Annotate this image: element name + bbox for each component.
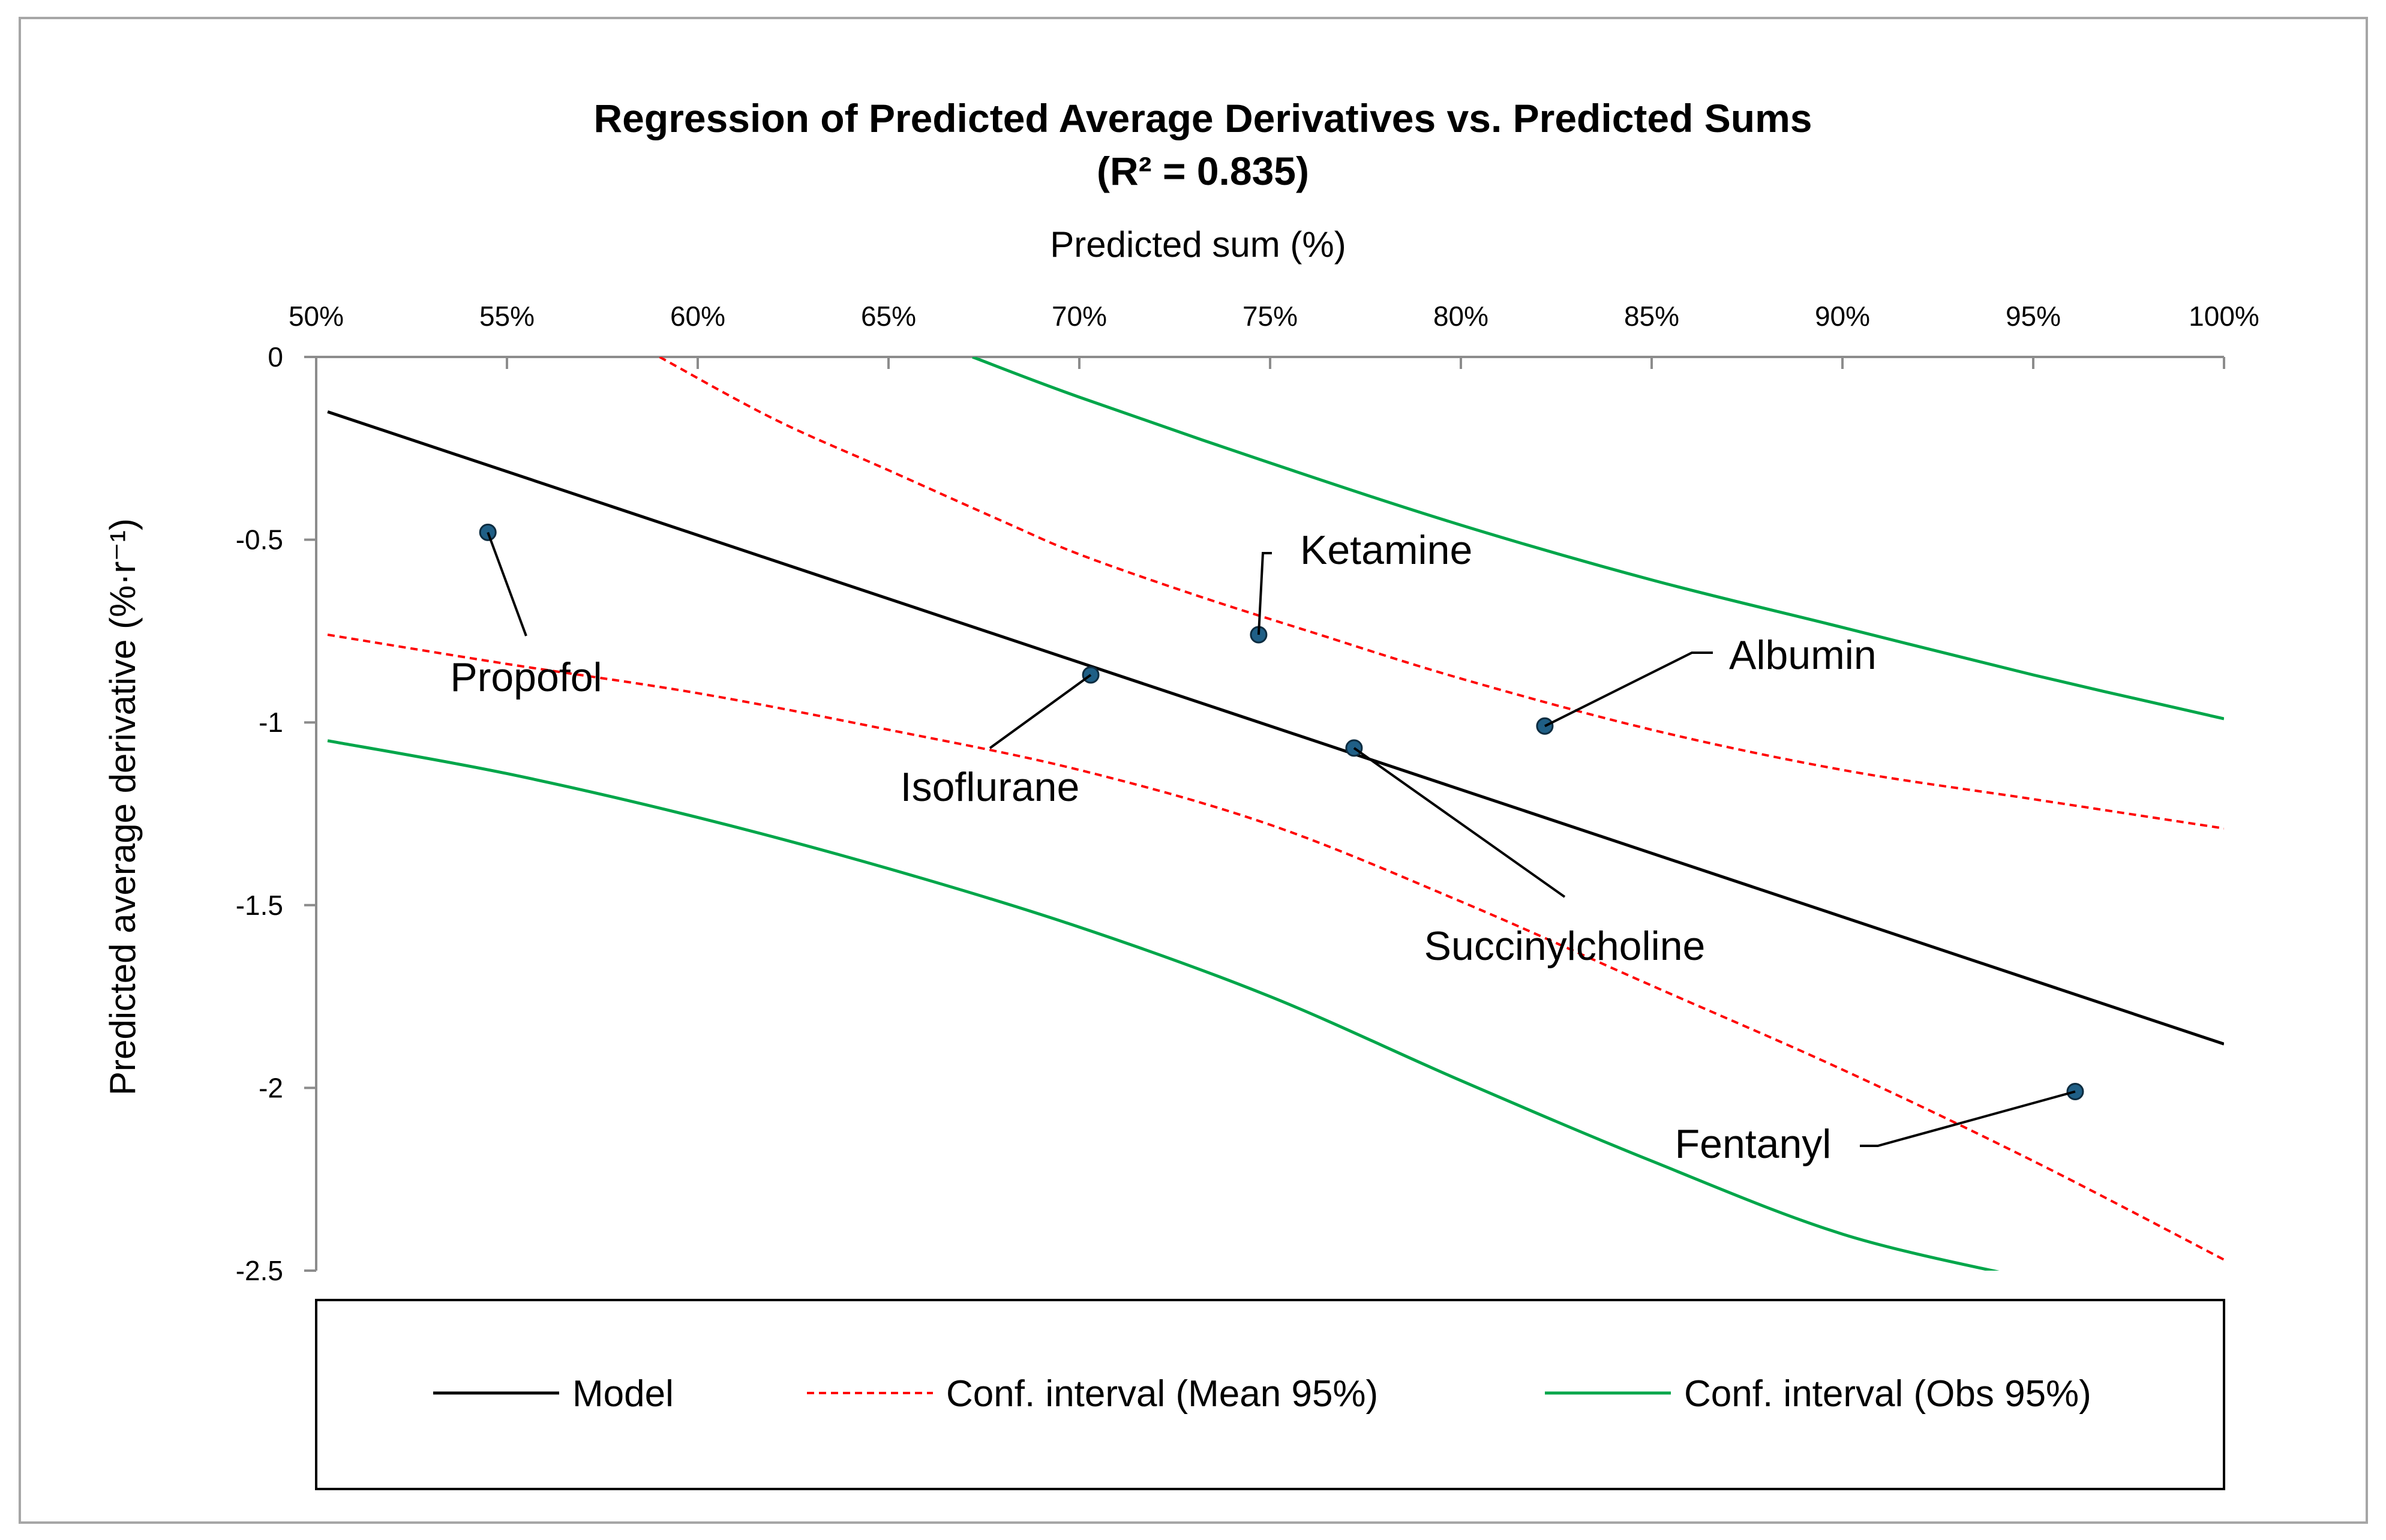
plot-area: 50% 55% 60% 65% 70% 75% 80% 85% 90% 95% 100% 0 -0.5 -… (236, 301, 2259, 1286)
legend-label: Conf. interval (Mean 95%) (946, 1373, 1378, 1415)
point-label: Propofol (450, 655, 602, 700)
y-tick-label: -1.5 (236, 890, 283, 921)
leader-line (989, 674, 1092, 749)
leader-line (1860, 1090, 2076, 1147)
x-tick-label: 85% (1624, 301, 1679, 332)
x-tick-label: 65% (861, 301, 916, 332)
leader-line (1353, 747, 1566, 898)
x-tick-label: 60% (670, 301, 725, 332)
x-tick-label: 90% (1815, 301, 1870, 332)
x-tick-label: 95% (2006, 301, 2061, 332)
point-labels: Propofol Isoflurane Ketamine Succinylcholin… (450, 527, 2076, 1167)
point-label: Succinylcholine (1424, 923, 1706, 969)
x-tick-label: 70% (1052, 301, 1107, 332)
series-line-0 (327, 410, 2224, 1046)
y-tick-label: 0 (268, 341, 283, 373)
legend-label: Model (572, 1373, 674, 1415)
point-label: Ketamine (1300, 527, 1472, 573)
legend-label: Conf. interval (Obs 95%) (1684, 1373, 2091, 1415)
series-line-2 (327, 634, 2224, 1261)
series-line-3 (972, 357, 2224, 721)
x-axis-title: Predicted sum (%) (1050, 224, 1346, 265)
y-tick-label: -2 (259, 1072, 283, 1103)
point-label: Isoflurane (901, 764, 1080, 810)
leader-line (1544, 652, 1713, 728)
x-tick-label: 55% (479, 301, 535, 332)
leader-line (487, 532, 527, 637)
point-label: Fentanyl (1675, 1121, 1832, 1167)
chart-subtitle: (R² = 0.835) (1097, 149, 1309, 193)
y-axis-title: Predicted average derivative (%·r⁻¹) (103, 518, 143, 1095)
x-tick-label: 100% (2189, 301, 2259, 332)
legend-box (315, 1299, 2225, 1490)
point-label: Albumin (1729, 632, 1877, 678)
y-tick-label: -2.5 (236, 1255, 283, 1286)
y-tick-label: -1 (259, 707, 283, 738)
x-tick-label: 80% (1433, 301, 1488, 332)
x-tick-label: 75% (1242, 301, 1298, 332)
leader-line (1257, 552, 1272, 635)
chart-border (19, 17, 2368, 1524)
legend: Model Conf. interval (Mean 95%) Conf. inte… (433, 1373, 2091, 1415)
series-line-4 (327, 739, 2000, 1271)
y-tick-label: -0.5 (236, 524, 283, 556)
x-tick-label: 50% (289, 301, 344, 332)
series-line-1 (659, 357, 2224, 830)
chart-title: Regression of Predicted Average Derivati… (594, 96, 1812, 140)
